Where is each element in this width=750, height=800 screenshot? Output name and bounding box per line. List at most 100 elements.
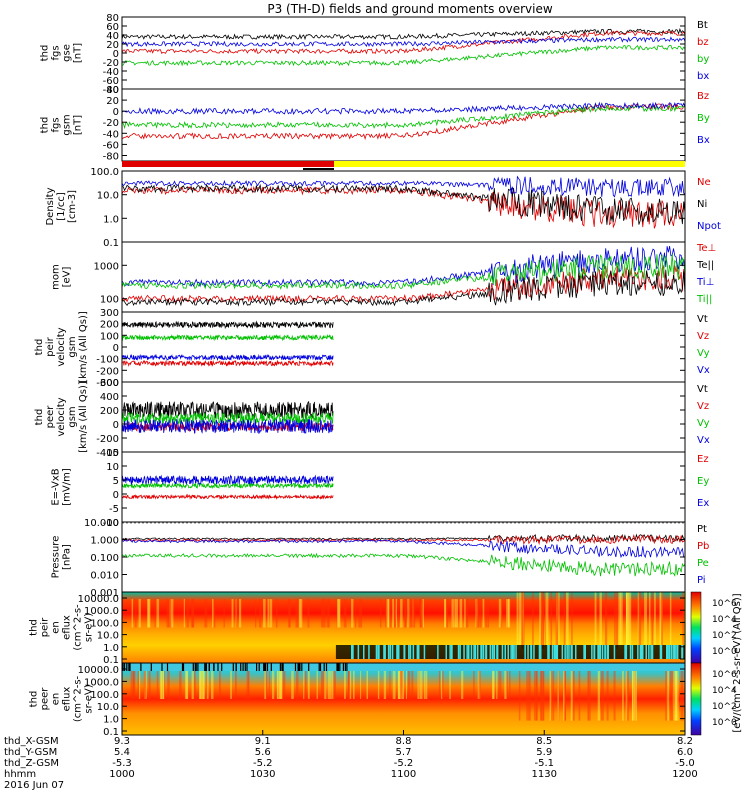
status-bar-slow-survey (122, 161, 334, 167)
y-tick-label: 0.001 (90, 588, 119, 599)
legend-entry-Ez: Ez (697, 454, 709, 465)
y-tick-label: 0 (113, 49, 119, 60)
x-tick-label-z_gsm: -5.2 (253, 758, 273, 769)
legend-entry-Vz: Vz (697, 331, 709, 342)
legend-entry-bx: bx (697, 71, 709, 82)
series-line-efield-2 (121, 474, 334, 486)
y-tick-label: -80 (103, 152, 119, 163)
legend-entry-Vy: Vy (697, 418, 710, 429)
x-tick-label-y_gsm: 5.4 (114, 747, 130, 758)
x-row-label-xgsm: thd_X-GSM (4, 736, 59, 747)
series-line-peir_vel-0 (121, 320, 334, 330)
y-tick-label: 80 (106, 13, 119, 24)
y-axis-label: E=-VxB (51, 468, 62, 505)
y-axis-label: fgs (51, 45, 62, 60)
series-line-density-0 (121, 185, 686, 229)
y-axis-label: peir (45, 336, 56, 356)
y-tick-label: 1.0 (103, 715, 119, 726)
x-tick-label-z_gsm: -5.2 (394, 758, 414, 769)
series-line-pressure-1 (121, 533, 686, 546)
y-tick-label: 10.000 (84, 518, 119, 529)
y-axis-label: peer (45, 405, 56, 429)
y-axis-label: [nPa] (62, 544, 73, 570)
y-axis-label: thd (29, 691, 40, 708)
legend-entry-Ne: Ne (697, 177, 711, 188)
y-tick-label: 1000.0 (84, 677, 119, 688)
series-line-temp-3 (121, 253, 686, 290)
y-tick-label: 10.0 (97, 191, 119, 202)
x-tick-label-z_gsm: -5.3 (112, 758, 132, 769)
y-axis-label: mom (51, 264, 62, 290)
series-line-density-1 (121, 183, 686, 225)
x-tick-label-hhmm: 1030 (250, 769, 275, 780)
y-axis-label: en (51, 621, 62, 634)
y-tick-label: 10.0 (97, 702, 119, 713)
series-line-efield-0 (121, 493, 334, 500)
y-tick-label: -60 (103, 140, 119, 151)
y-tick-label: 600 (100, 378, 119, 389)
legend-entry-Pt: Pt (697, 524, 707, 535)
y-axis-label: (cm^2-s- (73, 604, 84, 651)
y-tick-label: -100 (96, 355, 119, 366)
y-axis-label: peir (40, 617, 51, 637)
legend-entry-Npot: Npot (697, 221, 721, 232)
y-tick-label: 0.100 (90, 553, 119, 564)
y-axis-label: en (51, 693, 62, 706)
spectrogram-texture (130, 663, 684, 721)
x-tick-label-hhmm: 1130 (532, 769, 557, 780)
legend-entry-Bt: Bt (697, 20, 708, 31)
y-axis-label: thd (29, 619, 40, 636)
x-tick-label-z_gsm: -5.1 (534, 758, 554, 769)
y-tick-label: 1.0 (103, 214, 119, 225)
y-tick-label: 15 (106, 448, 119, 459)
y-axis-label: thd (34, 409, 45, 426)
y-tick-label: 20 (106, 40, 119, 51)
y-tick-label: -5 (109, 504, 119, 515)
legend-entry-Te||: Te|| (696, 260, 714, 271)
x-row-label-hhmm: hhmm (4, 769, 36, 780)
colorbar-tick-label: 10^2 (712, 702, 737, 712)
series-line-pressure-2 (121, 552, 686, 577)
y-axis-label: [eV] (62, 267, 73, 288)
y-axis-label: thd (40, 45, 51, 62)
panel-pressure: 10.000 1.000 0.100 0.010 0.001 Pressure [nPa] P… (51, 518, 710, 599)
y-axis-label: thd (40, 117, 51, 134)
y-tick-label: 1.000 (90, 536, 119, 547)
x-tick-label-hhmm: 1200 (672, 769, 697, 780)
x-tick-label-x_gsm: 8.5 (536, 736, 552, 747)
y-axis-label: [1/cc] (56, 192, 67, 221)
y-axis-label: Pressure (51, 536, 62, 579)
colorbar-tick-label: 10^0 (712, 718, 737, 728)
spectrogram-texture (131, 592, 687, 649)
status-bar-burst (303, 168, 334, 170)
legend-entry-By: By (697, 113, 710, 124)
y-tick-label: -60 (103, 76, 119, 87)
x-tick-label-y_gsm: 6.0 (677, 747, 693, 758)
legend-entry-Bx: Bx (697, 135, 710, 146)
y-tick-label: 0 (113, 343, 119, 354)
series-line-temp-1 (121, 269, 686, 307)
legend-entry-Vx: Vx (697, 435, 710, 446)
series-line-fgs_gse-3 (121, 36, 686, 48)
y-tick-label: 200 (100, 406, 119, 417)
panel-temp: 1000 100 mom [eV] Te⊥ Te|| Ti⊥ Ti|| (51, 241, 716, 313)
series-line-efield-1 (121, 481, 334, 490)
y-tick-label: 0.010 (90, 571, 119, 582)
legend-entry-Vx: Vx (697, 365, 710, 376)
legend-entry-Pi: Pi (697, 575, 706, 586)
series-line-pressure-3 (121, 539, 685, 559)
spectrogram-top-band (122, 663, 685, 671)
legend-entry-by: by (697, 54, 709, 65)
y-axis-label: gsm (67, 336, 78, 357)
y-tick-label: 10.0 (97, 631, 119, 642)
y-axis-label: thd (34, 339, 45, 356)
x-tick-label-x_gsm: 9.3 (114, 736, 130, 747)
status-bar-fast-survey (334, 161, 685, 167)
y-tick-label: 0 (113, 107, 119, 118)
legend-entry-Pb: Pb (697, 541, 709, 552)
y-tick-label: -300 (96, 378, 119, 389)
